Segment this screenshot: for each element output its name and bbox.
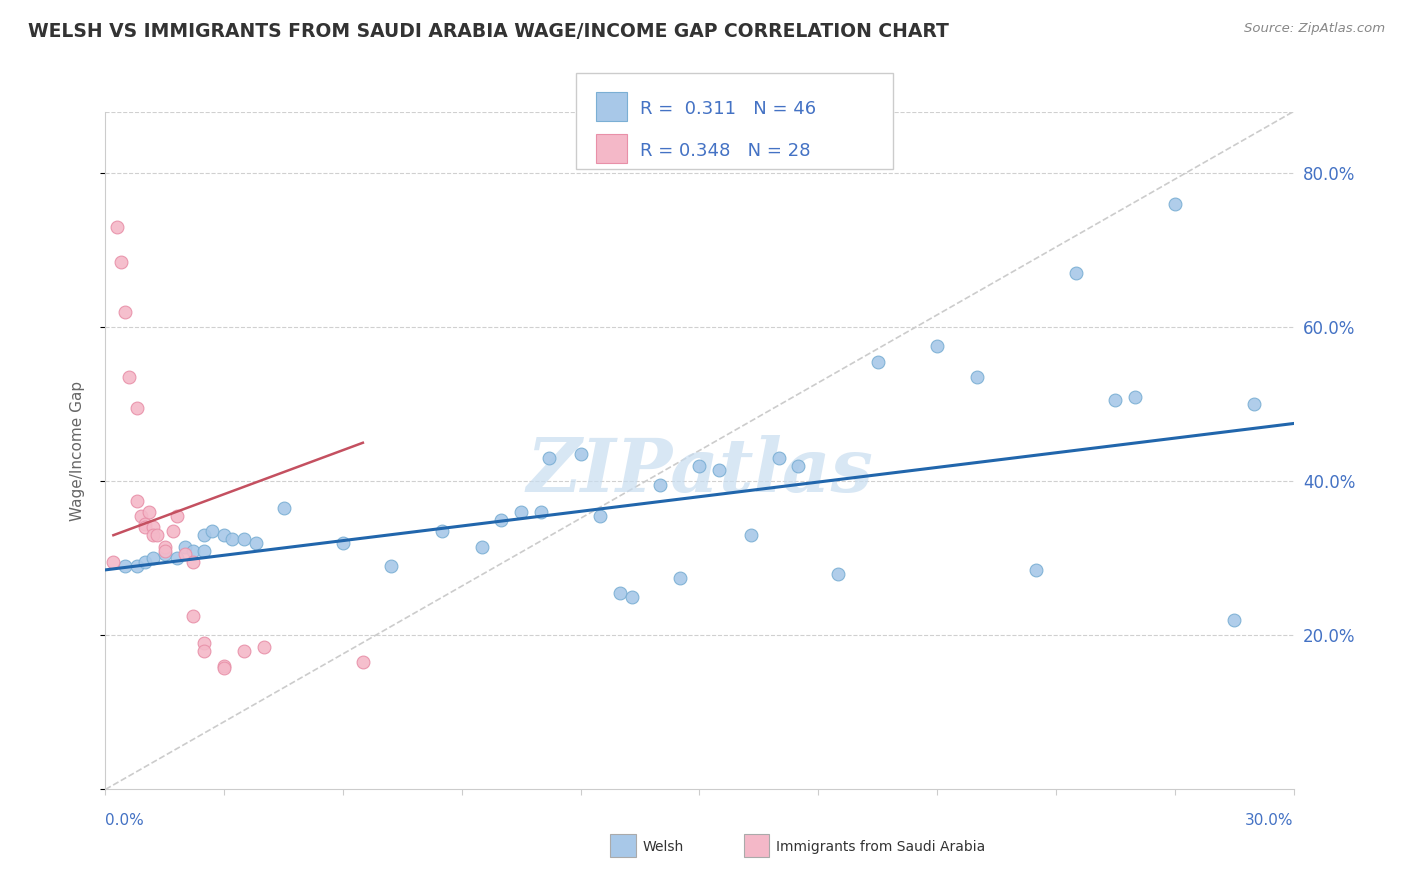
Point	[105, 220, 128, 235]
Point	[118, 370, 141, 384]
Point	[233, 644, 256, 658]
Point	[173, 548, 195, 562]
Point	[1064, 266, 1087, 280]
Point	[1164, 197, 1187, 211]
Point	[866, 355, 889, 369]
Point	[127, 493, 149, 508]
Point	[110, 254, 132, 268]
Point	[193, 528, 215, 542]
Text: Source: ZipAtlas.com: Source: ZipAtlas.com	[1244, 22, 1385, 36]
Point	[142, 551, 165, 566]
Point	[134, 516, 156, 531]
Point	[193, 636, 215, 650]
Point	[530, 505, 553, 519]
Point	[245, 536, 267, 550]
Point	[181, 543, 204, 558]
Point	[569, 447, 592, 461]
Text: R = 0.348   N = 28: R = 0.348 N = 28	[640, 142, 810, 160]
Text: Welsh: Welsh	[643, 840, 683, 855]
Text: WELSH VS IMMIGRANTS FROM SAUDI ARABIA WAGE/INCOME GAP CORRELATION CHART: WELSH VS IMMIGRANTS FROM SAUDI ARABIA WA…	[28, 22, 949, 41]
Point	[1243, 397, 1265, 411]
Text: R =  0.311   N = 46: R = 0.311 N = 46	[640, 100, 815, 118]
Point	[709, 463, 731, 477]
Point	[537, 451, 560, 466]
Point	[380, 559, 402, 574]
Point	[589, 508, 612, 523]
Point	[162, 524, 184, 539]
Point	[768, 451, 790, 466]
Point	[471, 540, 494, 554]
Point	[134, 555, 156, 569]
Text: ZIPatlas: ZIPatlas	[526, 434, 873, 507]
Point	[134, 520, 156, 534]
Point	[166, 551, 188, 566]
Point	[129, 508, 152, 523]
Point	[142, 520, 165, 534]
Point	[352, 655, 374, 669]
Point	[193, 644, 215, 658]
Point	[114, 305, 136, 319]
Point	[193, 543, 215, 558]
Text: 30.0%: 30.0%	[1246, 814, 1294, 828]
Point	[146, 528, 169, 542]
Point	[233, 532, 256, 546]
Point	[166, 508, 188, 523]
Point	[181, 555, 204, 569]
Point	[1223, 613, 1246, 627]
Point	[181, 609, 204, 624]
Point	[430, 524, 453, 539]
Point	[273, 501, 295, 516]
Point	[1123, 390, 1146, 404]
Point	[214, 661, 236, 675]
Point	[491, 513, 513, 527]
Point	[966, 370, 988, 384]
Point	[925, 339, 948, 353]
Point	[214, 659, 236, 673]
Point	[1025, 563, 1047, 577]
Y-axis label: Wage/Income Gap: Wage/Income Gap	[70, 380, 84, 521]
Point	[668, 571, 690, 585]
Point	[689, 458, 711, 473]
Point	[827, 566, 849, 581]
Point	[510, 505, 533, 519]
Point	[127, 401, 149, 416]
Point	[332, 536, 354, 550]
Point	[114, 559, 136, 574]
Point	[740, 528, 762, 542]
Point	[621, 590, 644, 604]
Point	[253, 640, 276, 654]
Point	[103, 555, 125, 569]
Point	[153, 548, 176, 562]
Text: Immigrants from Saudi Arabia: Immigrants from Saudi Arabia	[776, 840, 986, 855]
Point	[609, 586, 631, 600]
Point	[201, 524, 224, 539]
Point	[648, 478, 671, 492]
Point	[787, 458, 810, 473]
Point	[153, 540, 176, 554]
Point	[142, 528, 165, 542]
Point	[221, 532, 243, 546]
Point	[138, 505, 160, 519]
Point	[1104, 393, 1126, 408]
Point	[173, 540, 195, 554]
Point	[127, 559, 149, 574]
Point	[153, 543, 176, 558]
Point	[214, 528, 236, 542]
Text: 0.0%: 0.0%	[105, 814, 145, 828]
